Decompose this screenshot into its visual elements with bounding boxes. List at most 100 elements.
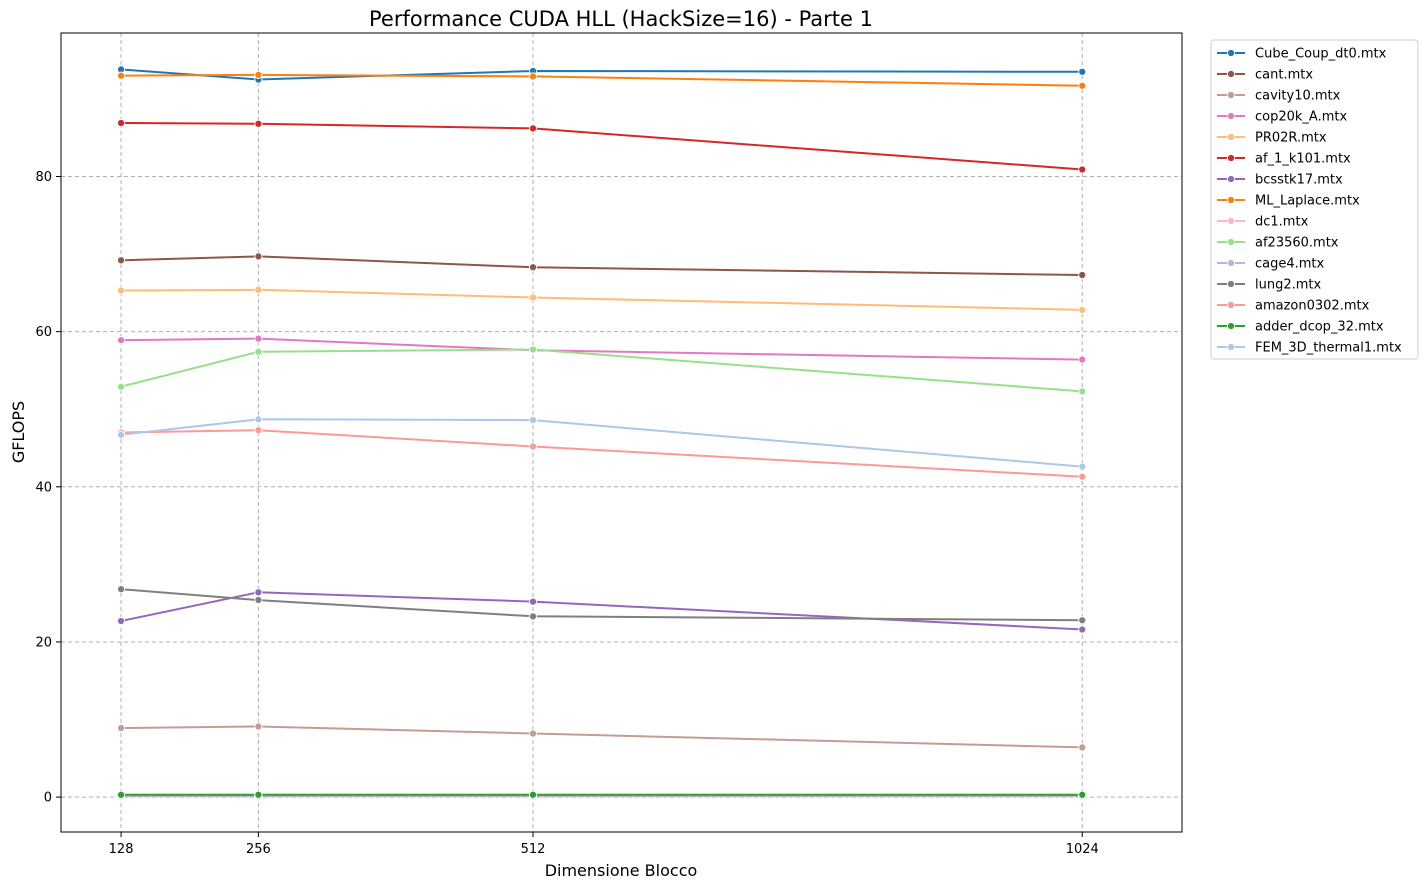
legend-marker <box>1226 279 1236 289</box>
x-tick-label: 1024 <box>1066 842 1099 857</box>
data-point <box>254 426 263 435</box>
data-point <box>117 336 126 345</box>
series-line <box>121 725 1083 749</box>
data-point <box>117 430 126 439</box>
chart-title: Performance CUDA HLL (HackSize=16) - Par… <box>369 7 873 31</box>
data-point <box>528 124 538 133</box>
y-tick-label: 40 <box>35 480 52 495</box>
data-point <box>528 345 538 354</box>
legend-marker <box>1226 153 1236 163</box>
data-point <box>254 285 263 294</box>
data-point <box>254 596 263 605</box>
series-line <box>120 418 1083 468</box>
legend-label: Cube_Coup_dt0.mtx <box>1255 47 1387 62</box>
y-axis-label: GFLOPS <box>9 401 28 463</box>
y-tick-label: 60 <box>35 325 52 340</box>
legend: Cube_Coup_dt0.mtx cant.mtx cavity10.mtx cop… <box>1210 39 1419 360</box>
data-point <box>528 790 538 799</box>
legend-marker <box>1226 342 1236 352</box>
data-point <box>254 334 263 343</box>
legend-label: PR02R.mtx <box>1255 131 1327 146</box>
y-tick-label: 80 <box>35 170 52 185</box>
legend-marker <box>1226 195 1236 205</box>
legend-label: ML_Laplace.mtx <box>1255 194 1360 209</box>
data-point <box>254 790 263 799</box>
legend-label: lung2.mtx <box>1255 278 1322 293</box>
legend-label: FEM_3D_thermal1.mtx <box>1255 341 1402 356</box>
data-point <box>117 585 126 594</box>
x-tick-label: 512 <box>521 842 546 857</box>
data-point <box>1078 743 1087 752</box>
x-axis-ticks: 128 256 512 1024 <box>109 832 1099 857</box>
data-point <box>528 263 538 272</box>
legend-label: cavity10.mtx <box>1255 89 1341 104</box>
series-line <box>120 348 1083 393</box>
data-point <box>254 415 263 424</box>
series-line <box>121 588 1083 622</box>
data-point <box>254 252 263 261</box>
data-point <box>1078 81 1087 90</box>
data-point <box>1078 165 1087 174</box>
data-point <box>254 70 263 79</box>
data-point <box>117 790 126 799</box>
legend-label: amazon0302.mtx <box>1255 299 1370 314</box>
y-tick-label: 20 <box>35 635 52 650</box>
y-tick-label: 0 <box>44 791 52 806</box>
data-point <box>1078 355 1087 364</box>
series-line <box>121 429 1083 478</box>
data-point <box>254 588 263 597</box>
data-point <box>254 119 263 128</box>
data-point <box>117 724 126 733</box>
plot-frame <box>60 32 1183 833</box>
series-line <box>121 255 1083 276</box>
legend-label: af_1_k101.mtx <box>1255 152 1351 167</box>
x-axis-label: Dimensione Blocco <box>545 861 698 880</box>
data-point <box>528 729 538 738</box>
data-point <box>1078 67 1087 76</box>
legend-label: cant.mtx <box>1255 68 1313 83</box>
data-point <box>1078 625 1087 634</box>
data-point <box>528 442 538 451</box>
data-point <box>117 382 126 391</box>
legend-label: adder_dcop_32.mtx <box>1255 320 1384 335</box>
legend-marker <box>1226 90 1236 100</box>
data-point <box>528 416 538 425</box>
legend-label: cage4.mtx <box>1255 257 1325 272</box>
data-point <box>1078 270 1087 280</box>
data-point <box>117 616 126 626</box>
legend-marker <box>1226 111 1236 121</box>
legend-marker <box>1226 48 1236 58</box>
legend-marker <box>1226 321 1236 331</box>
series-markers <box>117 65 1087 801</box>
series-line <box>120 591 1083 631</box>
data-point <box>528 72 538 81</box>
y-axis-ticks: 0 20 40 60 80 <box>35 170 61 806</box>
x-tick-label: 256 <box>246 842 271 857</box>
data-point <box>1078 387 1087 396</box>
legend-label: cop20k_A.mtx <box>1255 110 1347 125</box>
legend-marker <box>1226 237 1236 247</box>
series-line <box>121 73 1083 87</box>
legend-label: af23560.mtx <box>1255 236 1339 251</box>
data-point <box>117 118 126 128</box>
legend-marker <box>1226 132 1236 142</box>
series-lines <box>120 68 1083 798</box>
series-line <box>121 288 1083 311</box>
data-point <box>254 722 263 731</box>
data-point <box>1078 790 1087 799</box>
data-point <box>528 597 538 606</box>
legend-marker <box>1226 258 1236 268</box>
data-point <box>117 71 126 80</box>
x-tick-label: 128 <box>109 842 134 857</box>
series-line <box>121 122 1083 171</box>
data-point <box>1078 305 1087 314</box>
data-point <box>1078 462 1087 471</box>
data-point <box>1078 472 1087 481</box>
data-point <box>117 286 126 295</box>
data-point <box>528 612 538 621</box>
legend-label: bcsstk17.mtx <box>1255 173 1343 188</box>
legend-marker <box>1226 69 1236 79</box>
data-point <box>1078 616 1087 625</box>
